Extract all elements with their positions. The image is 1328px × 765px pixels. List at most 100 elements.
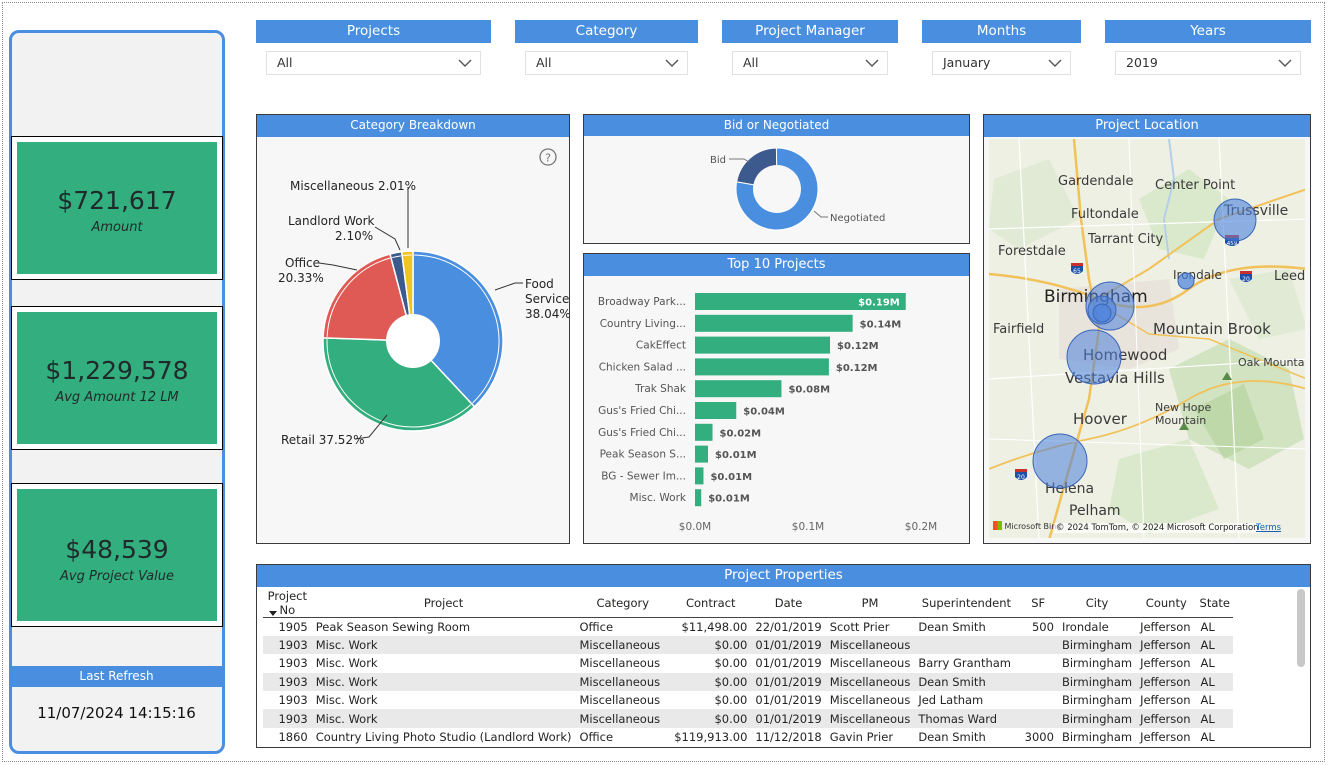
table-cell-county: Jefferson [1136,672,1197,692]
slicer-months-dropdown[interactable]: January [932,51,1071,75]
table-cell-pm: Miscellaneous [825,635,915,655]
kpi-card-avg-12lm[interactable]: $1,229,578 Avg Amount 12 LM [11,306,223,450]
table-vertical-scrollbar[interactable] [1297,589,1305,667]
table-cell-sf [1018,709,1058,728]
bar-category-label: Country Living... [600,318,686,330]
map-label-tarrant-city: Tarrant City [1088,232,1164,247]
col-header-project[interactable]: Project [311,589,576,618]
col-header-sf[interactable]: SF [1018,589,1058,618]
table-cell-city: Birmingham [1057,672,1137,692]
table-row[interactable]: 1903 Misc. Work Miscellaneous $0.00 01/01/20… [263,709,1233,728]
col-header-pm[interactable]: PM [825,589,915,618]
table-cell-pm: Miscellaneous [825,672,915,692]
project-properties-table-visual[interactable]: Project Properties Project No Project Ca… [256,564,1311,748]
bing-logo: Microsoft Bing [993,521,1061,531]
table-cell-project: Peak Season Sewing Room [315,619,471,634]
table-row[interactable]: 1860 Country Living Photo Studio (Landlor… [263,728,1233,746]
kpi-avg12-label: Avg Amount 12 LM [55,390,179,405]
slicer-projects-dropdown[interactable]: All [266,51,481,75]
question-circle-icon[interactable]: ? [539,148,557,166]
table-cell-pm: Scott Prier [829,619,890,634]
top10-projects-visual[interactable]: Top 10 Projects Broadway Park... $0.19M Co… [583,253,970,544]
bid-negotiated-title: Bid or Negotiated [584,115,969,136]
map-bubble-irondale[interactable] [1177,272,1195,290]
chevron-down-icon [1048,59,1062,67]
kpi-card-amount[interactable]: $721,617 Amount [11,136,223,280]
table-cell-category: Miscellaneous [579,656,661,671]
table-cell-city: Irondale [1061,619,1109,634]
slicer-years-dropdown[interactable]: 2019 [1115,51,1301,75]
table-cell-date: 01/01/2019 [755,656,822,671]
leader-line-negotiated [813,210,828,218]
chevron-down-icon [665,59,679,67]
col-header-county[interactable]: County [1136,589,1197,618]
table-cell-project-no: 1903 [278,656,308,671]
map-bubble-helena[interactable] [1032,433,1088,489]
pie-slice-retail[interactable] [322,337,476,432]
table-row[interactable]: 1905 Peak Season Sewing Room Office $11,498… [263,618,1233,636]
map-canvas[interactable]: 65 459 20 20 Gardendale Center Point [989,139,1305,538]
col-header-superintendent[interactable]: Superintendent [914,589,1019,618]
bar-data-label: $0.14M [860,319,902,330]
bar-data-label: $0.04M [743,407,785,418]
chevron-down-icon [458,59,472,67]
table-cell-contract: $0.00 [670,672,752,692]
bar-top10-project[interactable] [695,293,906,310]
pie-slice-ring-miscellaneous [403,254,412,257]
label-office-name: Office [285,256,320,270]
pie-center-hole [386,314,440,368]
category-breakdown-title: Category Breakdown [257,115,569,137]
table-cell-state: AL [1200,656,1215,671]
table-cell-project-no: 1903 [263,672,312,692]
table-row[interactable]: 1903 Misc. Work Miscellaneous $0.00 01/01/20… [263,654,1233,672]
bar-category-label: Gus's Fried Chi... [598,427,686,439]
chevron-down-icon [1278,59,1292,67]
map-bubble-trussville[interactable] [1213,198,1257,242]
map-bubble-birmingham-small[interactable] [1092,303,1112,323]
bar-top10-project[interactable] [695,336,831,354]
col-header-contract[interactable]: Contract [670,589,752,618]
category-breakdown-visual[interactable]: Category Breakdown ? Miscellaneous 2.01%… [256,114,570,544]
pie-slice-food-service[interactable] [412,250,504,408]
col-header-project-no[interactable]: Project No [263,589,312,618]
kpi-card-avg-project[interactable]: $48,539 Avg Project Value [11,483,223,627]
bid-negotiated-visual[interactable]: Bid or Negotiated Bid Negotiated [583,114,970,244]
table-cell-project-no: 1905 [278,619,308,634]
svg-text:20: 20 [1242,276,1250,283]
table-cell-date: 01/01/2019 [751,672,826,692]
last-refresh-header: Last Refresh [11,666,222,687]
bar-top10-project[interactable] [695,467,704,485]
project-location-visual[interactable]: Project Location [983,114,1311,544]
col-header-date[interactable]: Date [751,589,826,618]
table-cell-city: Birmingham [1057,709,1137,728]
slicer-category-dropdown[interactable]: All [525,51,688,75]
map-terms-link[interactable]: Terms [1256,523,1282,533]
col-header-city[interactable]: City [1057,589,1137,618]
bar-top10-project[interactable] [695,314,853,332]
col-header-state[interactable]: State [1196,589,1233,618]
table-cell-pm: Miscellaneous [829,656,911,671]
label-food-pct: 38.04% [525,307,569,321]
bar-top10-project[interactable] [695,380,782,398]
table-row[interactable]: 1903 Misc. Work Miscellaneous $0.00 01/01/20… [263,691,1233,709]
map-label-fultondale: Fultondale [1071,207,1139,222]
col-header-category[interactable]: Category [575,589,671,618]
bar-top10-project[interactable] [695,358,829,376]
table-cell-project-no: 1903 [263,635,312,655]
bar-top10-project[interactable] [695,445,708,463]
map-label-center-point: Center Point [1155,178,1236,193]
table-row[interactable]: 1903 Misc. Work Miscellaneous $0.00 01/01/20… [263,635,1233,655]
slicer-years-header: Years [1105,20,1311,43]
leader-line-retail [354,414,388,440]
map-bubble-homewood[interactable] [1066,329,1122,385]
table-row[interactable]: 1903 Misc. Work Miscellaneous $0.00 01/01/20… [263,672,1233,692]
table-cell-category: Miscellaneous [575,672,671,692]
bar-top10-project[interactable] [695,423,713,441]
pie-slice-office[interactable] [322,253,414,342]
slicer-pm-dropdown[interactable]: All [732,51,888,75]
table-cell-state: AL [1200,693,1215,708]
bar-category-label: Gus's Fried Chi... [598,405,686,417]
bar-top10-project[interactable] [695,402,737,419]
bar-top10-project[interactable] [695,489,702,507]
table-cell-state: AL [1200,730,1215,745]
